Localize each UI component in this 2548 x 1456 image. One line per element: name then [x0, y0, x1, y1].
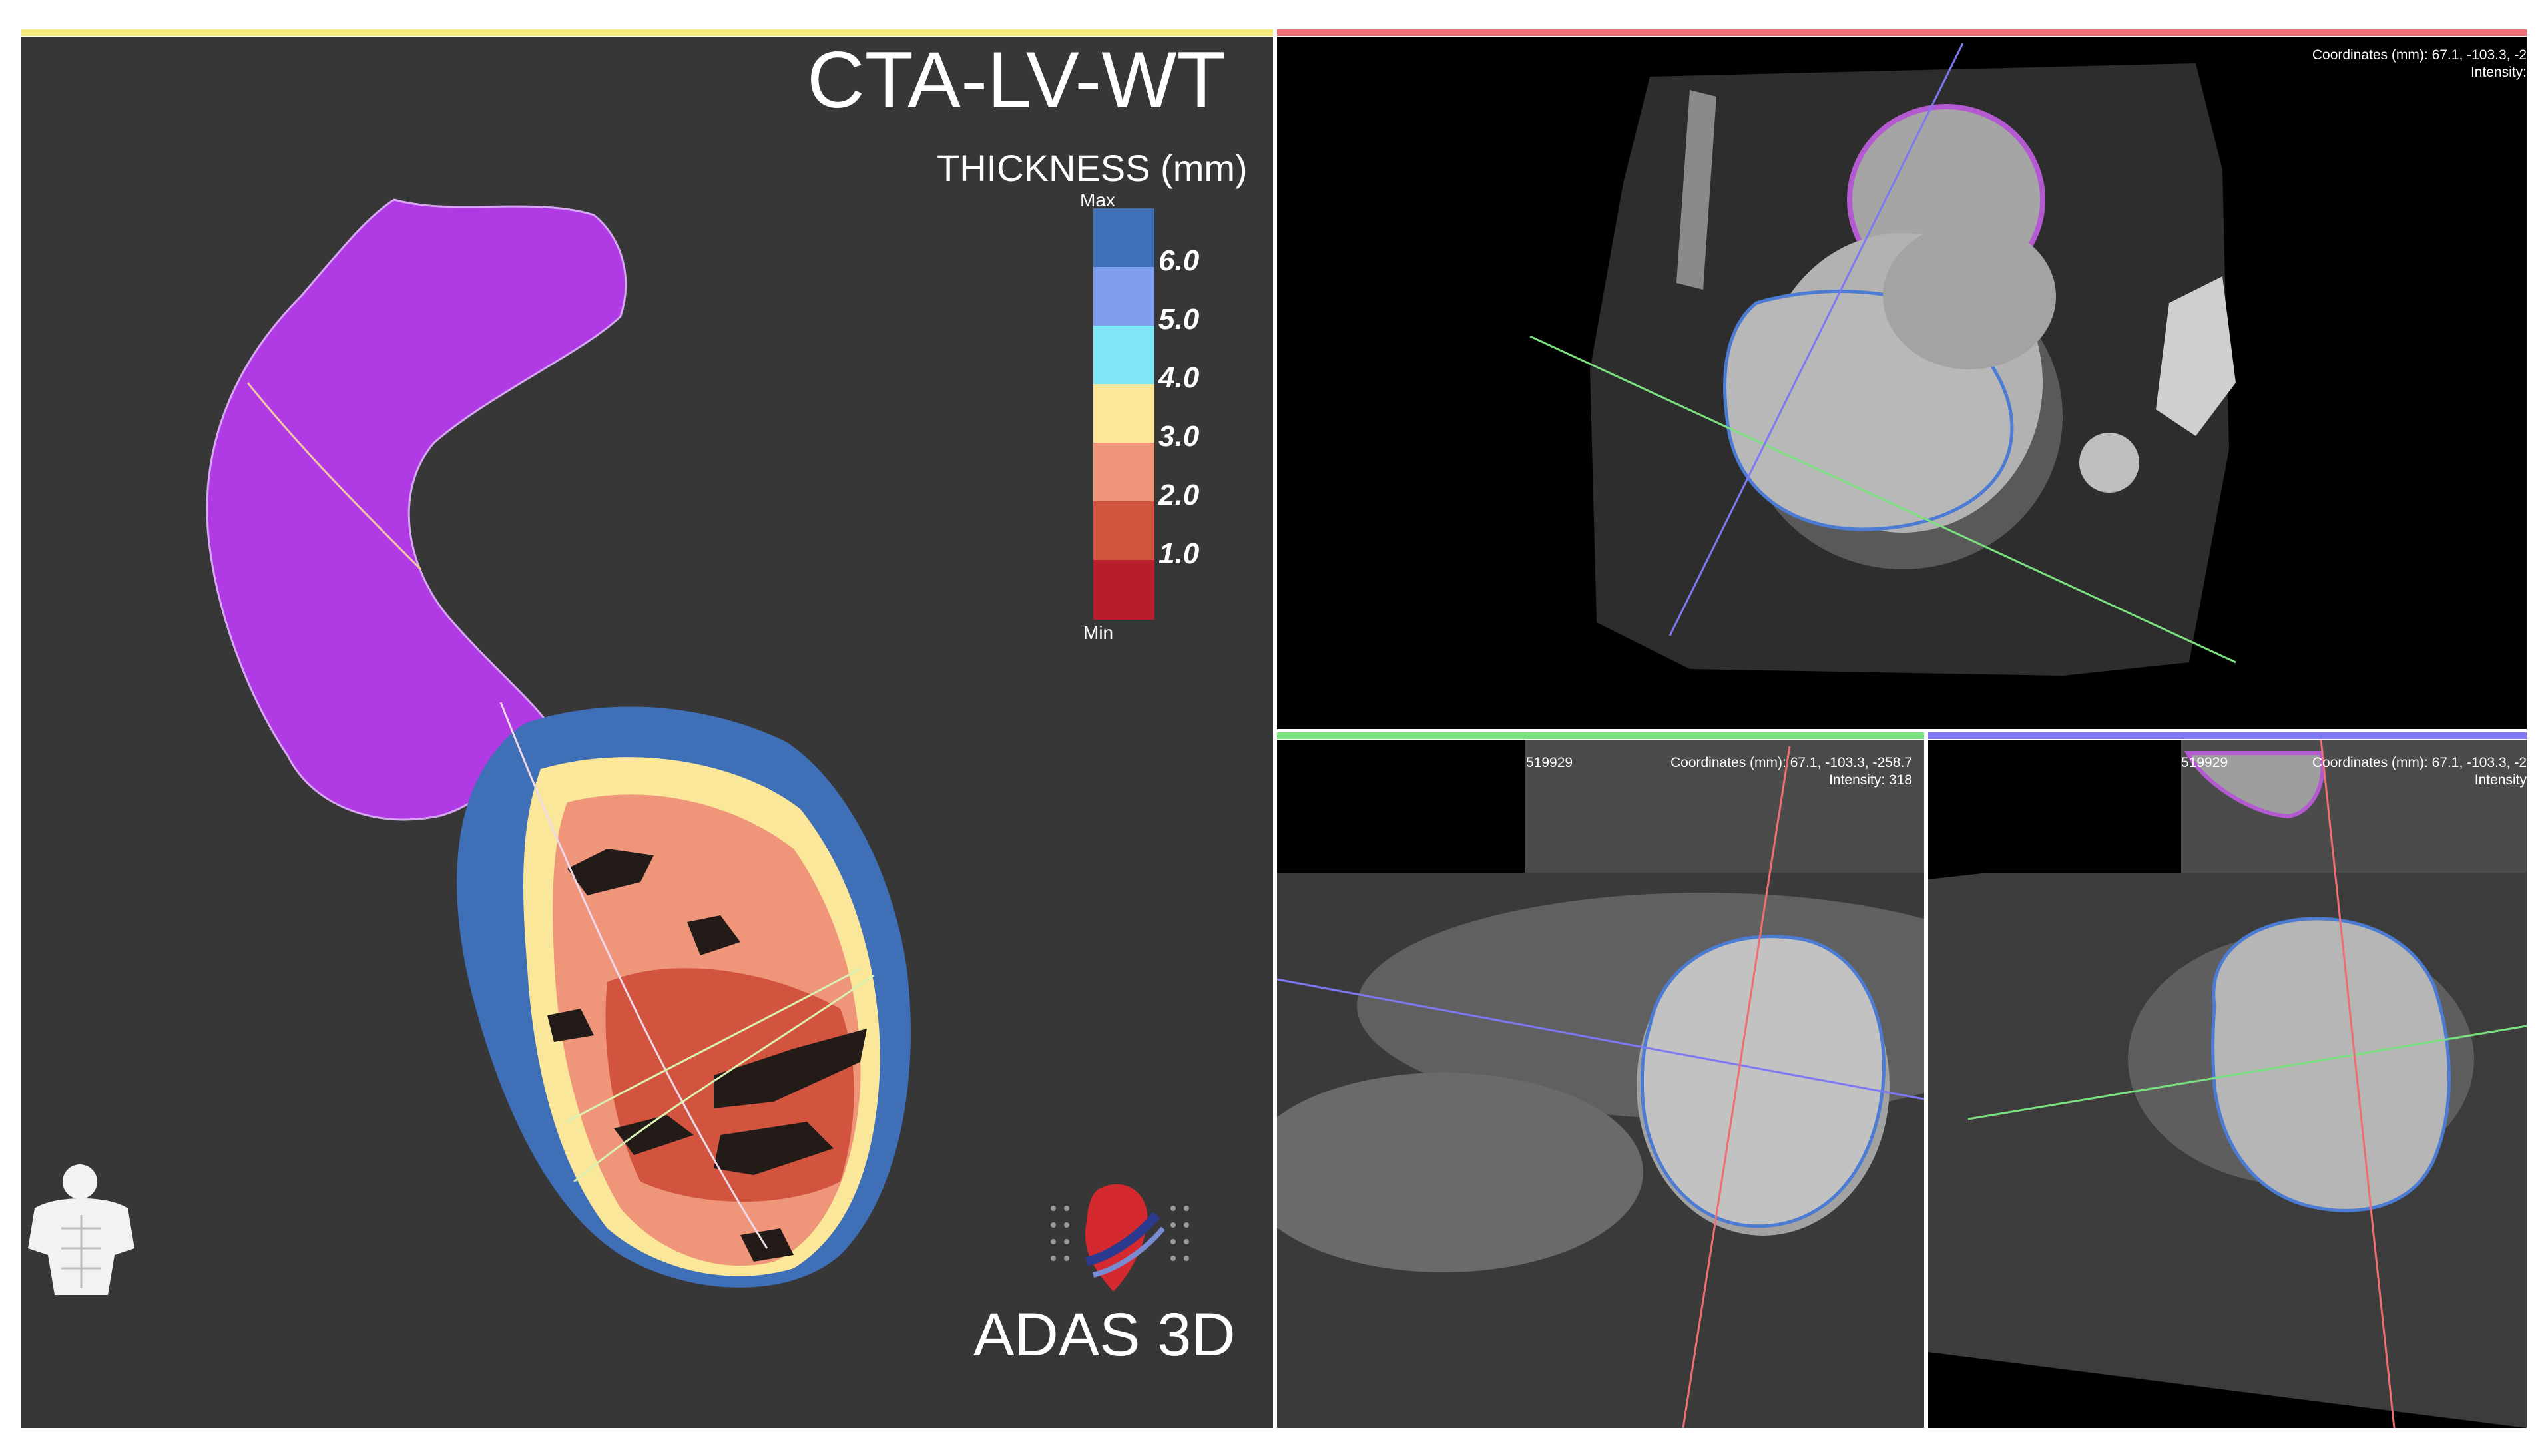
coordinates-text: Coordinates (mm): 67.1, -103.3, -258.7: [1670, 755, 1912, 770]
bottom-right-slice-header-strip: [1928, 732, 2527, 739]
color-bar-segment-2: [1093, 443, 1154, 501]
color-bar-segment-5: [1093, 267, 1154, 326]
intensity-text: Intensity: 318: [1829, 772, 1912, 788]
coordinates-text: Coordinates (mm): 67.1, -103.3, -2: [2312, 47, 2527, 63]
brand-name: ADAS 3D: [973, 1301, 1236, 1369]
main-3d-view[interactable]: CTA-LV-WT THICKNESS (mm) Max 6.0 5.0 4.0…: [21, 37, 1273, 1428]
legend-tick-label: 3.0: [1158, 420, 1200, 453]
legend-max-label: Max: [1080, 190, 1115, 210]
intensity-text: Intensity:: [2470, 65, 2527, 80]
ct-slice-bottom-right-image[interactable]: [1928, 740, 2527, 1428]
legend-tick-label: 4.0: [1158, 362, 1200, 394]
series-id-label: 519929: [2181, 755, 2228, 770]
heart-3d-render[interactable]: [21, 37, 1273, 1428]
slice-view-top[interactable]: Coordinates (mm): 67.1, -103.3, -2 Inten…: [1277, 37, 2527, 729]
bottom-left-slice-header-strip: [1277, 732, 1924, 739]
legend-tick-label: 6.0: [1158, 244, 1200, 277]
coordinates-readout: Coordinates (mm): 67.1, -103.3, -2 Inten…: [2180, 47, 2527, 81]
color-bar-segment-0: [1093, 560, 1154, 620]
main-view-header-strip: [21, 29, 1273, 36]
torso-orientation-icon[interactable]: [21, 1155, 141, 1302]
top-slice-header-strip: [1277, 29, 2527, 36]
legend-min-label: Min: [1083, 622, 1114, 643]
coordinates-readout: Coordinates (mm): 67.1, -103.3, -2 Inten…: [2234, 754, 2527, 789]
legend-tick-label: 2.0: [1158, 479, 1200, 511]
legend-tick-label: 1.0: [1158, 537, 1200, 570]
view-title: CTA-LV-WT: [807, 37, 1226, 124]
intensity-text: Intensity: [2474, 772, 2527, 788]
coordinates-text: Coordinates (mm): 67.1, -103.3, -2: [2312, 755, 2527, 770]
series-id-label: 519929: [1526, 755, 1573, 770]
color-bar-segment-6: [1093, 208, 1154, 267]
legend-title: THICKNESS (mm): [937, 147, 1248, 189]
ct-slice-bottom-left-image[interactable]: [1277, 740, 1924, 1428]
color-bar-segment-1: [1093, 501, 1154, 560]
heart-logo-icon: [1051, 1184, 1189, 1292]
coordinates-readout: Coordinates (mm): 67.1, -103.3, -258.7 I…: [1566, 754, 1912, 789]
slice-view-bottom-left[interactable]: 519929 Coordinates (mm): 67.1, -103.3, -…: [1277, 740, 1924, 1428]
low-thickness-patches: [547, 849, 867, 1262]
color-bar-segment-4: [1093, 326, 1154, 384]
legend-tick-label: 5.0: [1158, 303, 1200, 336]
ct-slice-top-image[interactable]: [1277, 37, 2527, 729]
slice-view-bottom-right[interactable]: 519929 Coordinates (mm): 67.1, -103.3, -…: [1928, 740, 2527, 1428]
color-bar-segment-3: [1093, 384, 1154, 443]
